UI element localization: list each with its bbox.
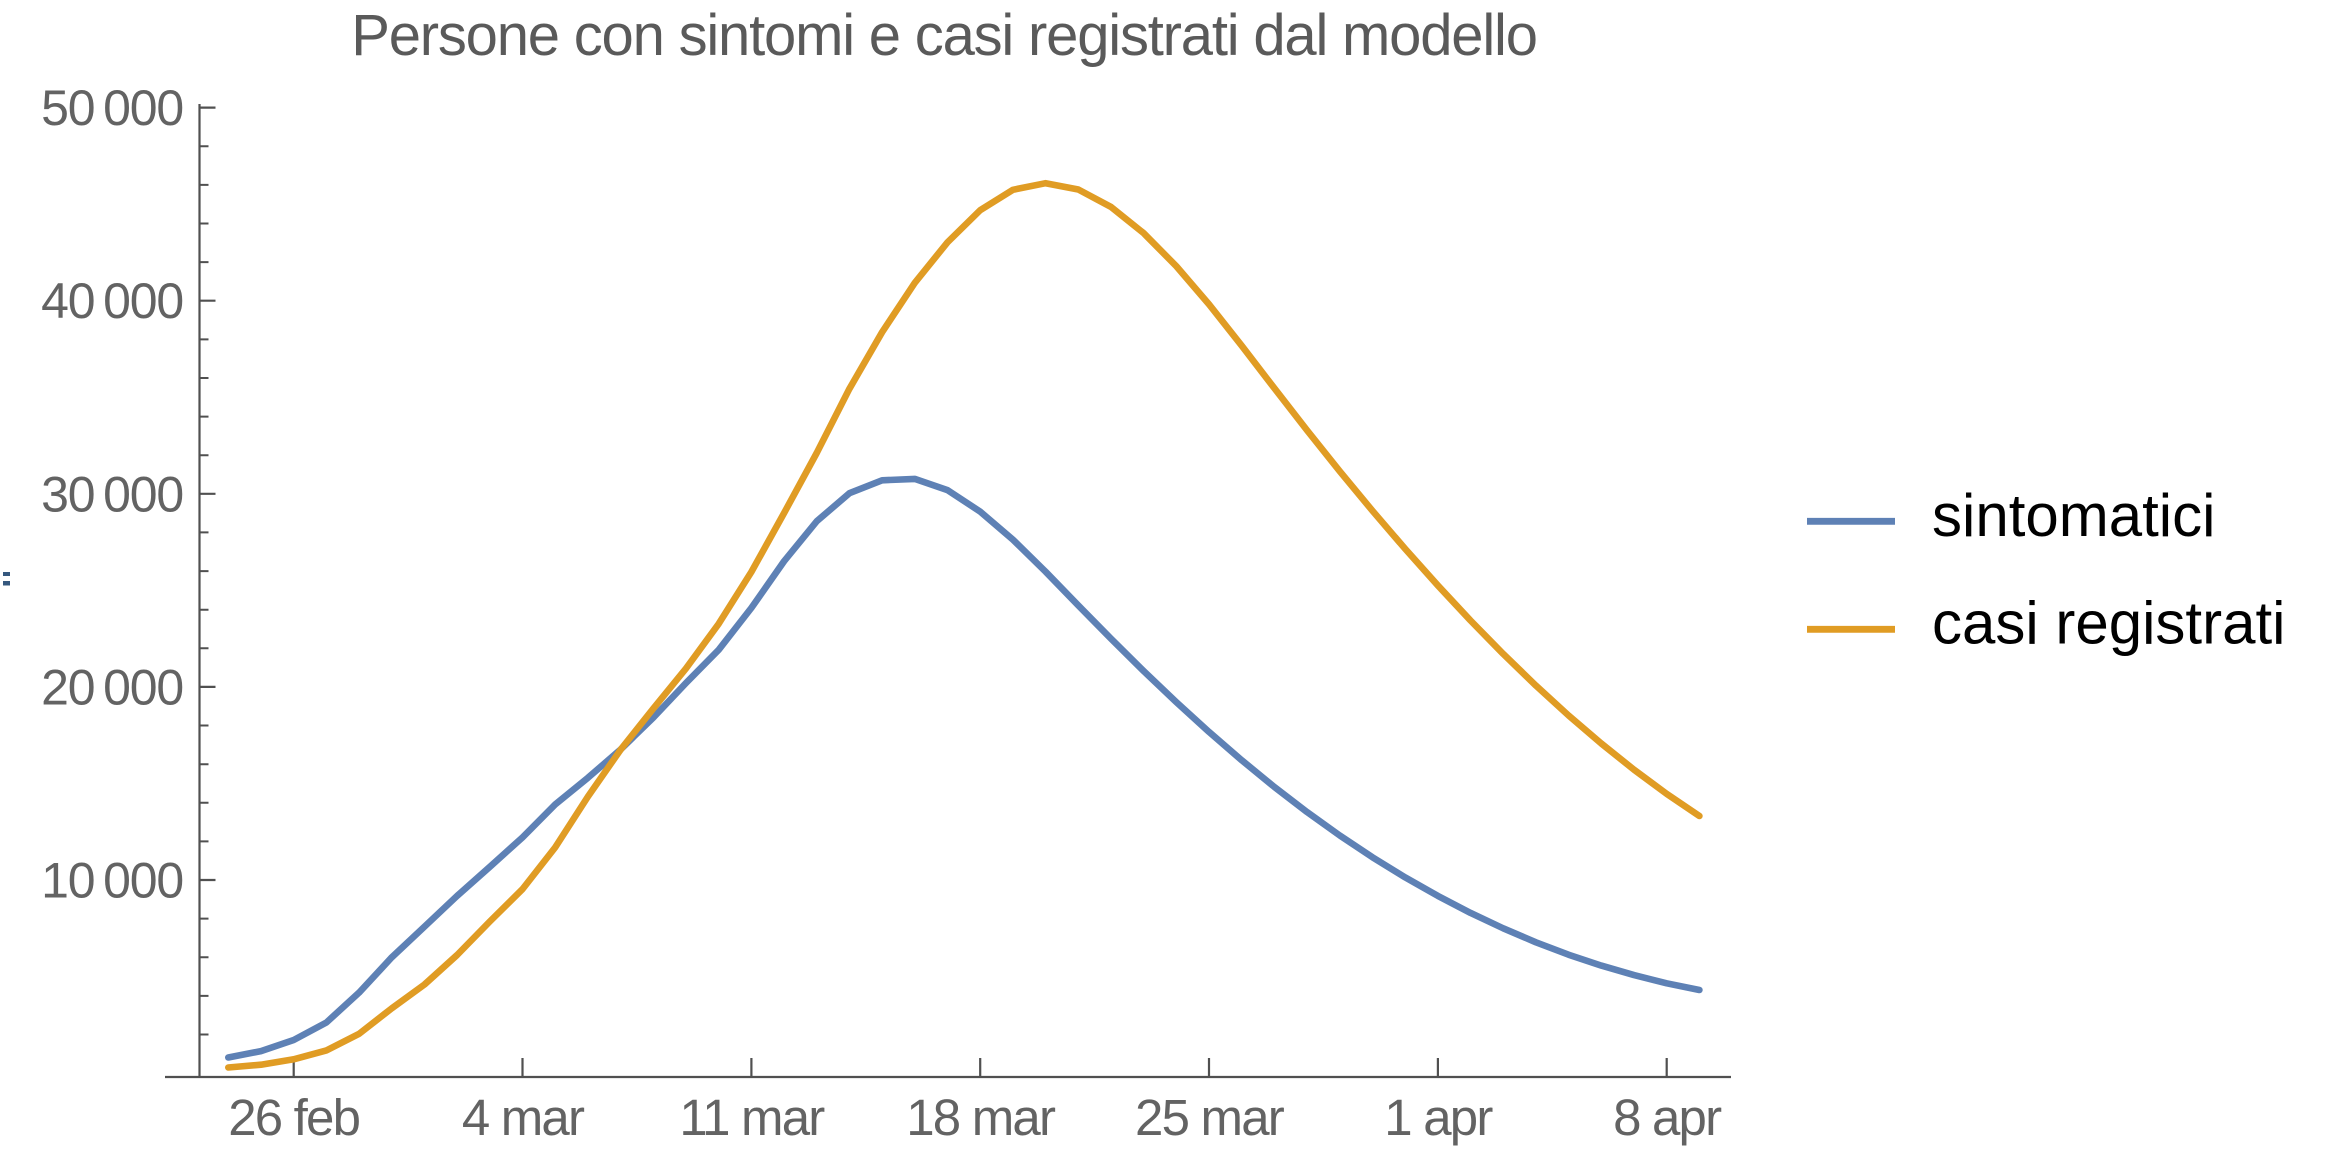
svg-text:40 000: 40 000 [41,273,183,329]
svg-text:8 apr: 8 apr [1613,1089,1722,1146]
svg-text:25 mar: 25 mar [1135,1089,1285,1146]
svg-text:1 apr: 1 apr [1384,1089,1493,1146]
svg-text:20 000: 20 000 [41,659,183,715]
svg-text:11 mar: 11 mar [679,1089,825,1146]
svg-text:26 feb: 26 feb [228,1089,359,1146]
svg-text:50 000: 50 000 [41,80,183,136]
svg-text:4 mar: 4 mar [462,1089,585,1146]
svg-text:30 000: 30 000 [41,466,183,522]
svg-text:10 000: 10 000 [41,853,183,909]
svg-text:Persone con sintomi e casi reg: Persone con sintomi e casi registrati da… [351,3,1537,68]
svg-text:18 mar: 18 mar [906,1089,1056,1146]
svg-text:casi registrati: casi registrati [1932,590,2285,657]
svg-text:sintomatici: sintomatici [1932,482,2215,549]
